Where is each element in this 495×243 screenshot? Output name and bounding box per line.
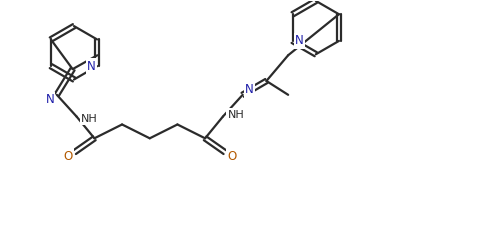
Text: N: N [295, 35, 304, 47]
Text: NH: NH [81, 113, 98, 123]
Text: N: N [87, 60, 96, 73]
Text: N: N [46, 93, 54, 106]
Text: N: N [245, 83, 254, 96]
Text: O: O [227, 150, 237, 163]
Text: NH: NH [227, 110, 244, 120]
Text: O: O [63, 150, 72, 163]
